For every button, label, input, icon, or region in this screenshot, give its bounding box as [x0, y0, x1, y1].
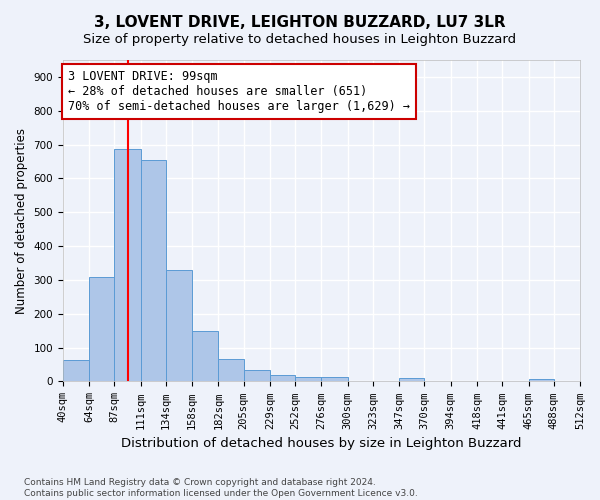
Text: 3 LOVENT DRIVE: 99sqm
← 28% of detached houses are smaller (651)
70% of semi-det: 3 LOVENT DRIVE: 99sqm ← 28% of detached …	[68, 70, 410, 112]
Bar	[115, 148, 140, 382]
Bar	[529, 378, 554, 382]
Bar	[89, 276, 115, 382]
Y-axis label: Number of detached properties: Number of detached properties	[15, 128, 28, 314]
Bar	[322, 377, 348, 382]
Bar	[192, 330, 218, 382]
Bar	[218, 360, 244, 382]
Text: Size of property relative to detached houses in Leighton Buzzard: Size of property relative to detached ho…	[83, 32, 517, 46]
Bar	[166, 270, 192, 382]
Bar	[270, 374, 295, 382]
Text: 3, LOVENT DRIVE, LEIGHTON BUZZARD, LU7 3LR: 3, LOVENT DRIVE, LEIGHTON BUZZARD, LU7 3…	[94, 15, 506, 30]
Bar	[244, 370, 270, 382]
Bar	[295, 377, 322, 382]
Bar	[140, 160, 166, 382]
Bar	[399, 378, 424, 382]
Text: Contains HM Land Registry data © Crown copyright and database right 2024.
Contai: Contains HM Land Registry data © Crown c…	[24, 478, 418, 498]
X-axis label: Distribution of detached houses by size in Leighton Buzzard: Distribution of detached houses by size …	[121, 437, 522, 450]
Bar	[63, 360, 89, 382]
